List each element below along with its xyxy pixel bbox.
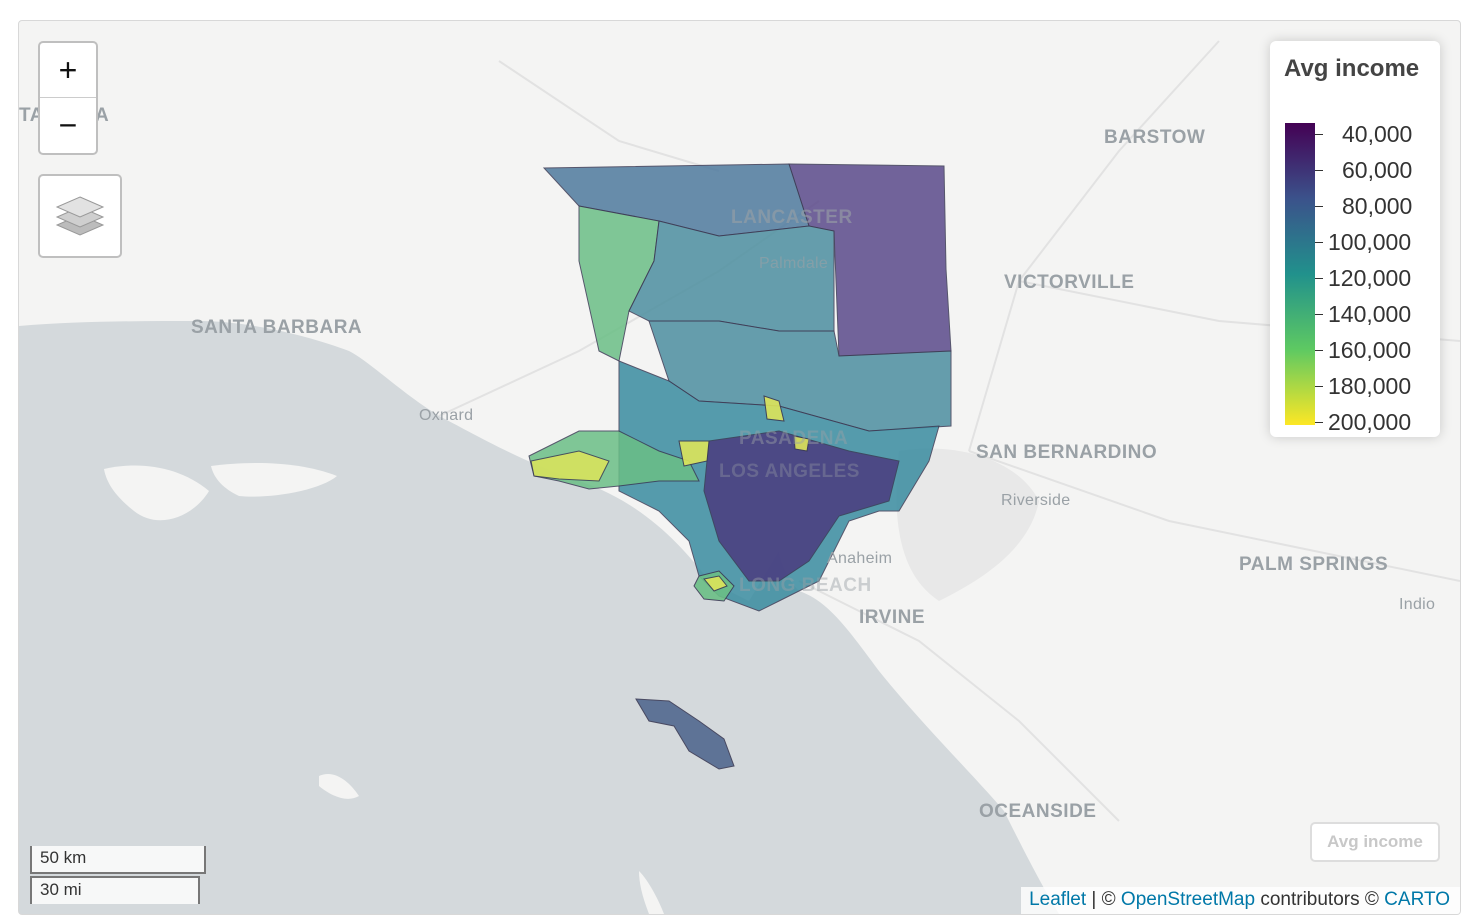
legend-tick bbox=[1315, 278, 1323, 279]
island bbox=[104, 465, 209, 521]
polygon-core bbox=[703, 430, 900, 582]
polygon-central bbox=[628, 220, 835, 332]
place-label: SANTA BARBARA bbox=[191, 317, 363, 338]
place-label: LONG BEACH bbox=[739, 575, 872, 596]
zoom-out-button[interactable]: − bbox=[58, 106, 78, 143]
place-label: PASADENA bbox=[739, 428, 849, 449]
legend-label: 200,000 bbox=[1328, 409, 1412, 435]
place-label: Anaheim bbox=[827, 550, 893, 567]
carto-link[interactable]: CARTO bbox=[1384, 889, 1450, 910]
place-label: OCEANSIDE bbox=[979, 801, 1097, 822]
polygon-malibu-yellow bbox=[530, 450, 610, 482]
attribution-text: contributors © bbox=[1255, 889, 1385, 910]
polygon-yellow-3 bbox=[793, 435, 810, 452]
legend-label: 140,000 bbox=[1328, 301, 1412, 327]
place-label: LANCASTER bbox=[731, 207, 853, 228]
scale-mi: 30 mi bbox=[30, 876, 200, 904]
island bbox=[319, 773, 359, 799]
polygon-catalina bbox=[635, 698, 735, 770]
legend-tick bbox=[1315, 134, 1323, 135]
legend-tick bbox=[1315, 314, 1323, 315]
place-label: Riverside bbox=[1001, 492, 1071, 509]
place-label: Oxnard bbox=[419, 407, 474, 424]
legend-tick bbox=[1315, 350, 1323, 351]
legend-tick bbox=[1315, 386, 1323, 387]
layers-icon bbox=[55, 196, 105, 236]
polygon-yellow-1 bbox=[678, 440, 710, 467]
leaflet-link[interactable]: Leaflet bbox=[1029, 889, 1087, 910]
zoom-control: + − bbox=[38, 41, 98, 155]
place-label: Indio bbox=[1399, 596, 1436, 613]
zoom-in-button[interactable]: + bbox=[40, 43, 96, 98]
island bbox=[639, 871, 664, 914]
island bbox=[211, 463, 337, 497]
legend-tick bbox=[1315, 170, 1323, 171]
attribution-text: | © bbox=[1086, 889, 1121, 910]
osm-link[interactable]: OpenStreetMap bbox=[1120, 889, 1256, 910]
map-container[interactable]: SANTA BARBARA BARSTOW VICTORVILLE SAN BE… bbox=[18, 20, 1461, 915]
place-label: TA bbox=[19, 105, 44, 126]
legend-label: 120,000 bbox=[1328, 265, 1412, 291]
legend-label: 160,000 bbox=[1328, 337, 1412, 363]
polygon-pv-yellow bbox=[703, 575, 728, 592]
legend-label: 100,000 bbox=[1328, 229, 1412, 255]
legend-label: 80,000 bbox=[1342, 193, 1413, 219]
layers-control-button[interactable] bbox=[38, 174, 122, 258]
polygon-yellow-2 bbox=[763, 395, 785, 422]
legend-color-bar bbox=[1285, 123, 1315, 425]
urban-area bbox=[896, 448, 1039, 601]
place-label: VICTORVILLE bbox=[1004, 272, 1135, 293]
legend-title: Avg income bbox=[1284, 55, 1420, 82]
place-label: LOS ANGELES bbox=[719, 461, 860, 482]
legend-toggle-button[interactable]: Avg income bbox=[1310, 822, 1440, 862]
attribution: Leaflet | © OpenStreetMap contributors ©… bbox=[1021, 887, 1460, 914]
place-label: SAN BERNARDINO bbox=[976, 442, 1158, 463]
place-label: A bbox=[95, 105, 110, 126]
legend-label: 180,000 bbox=[1328, 373, 1412, 399]
legend-label: 60,000 bbox=[1342, 157, 1413, 183]
place-label: IRVINE bbox=[859, 607, 926, 628]
place-label: Palmdale bbox=[759, 255, 829, 272]
scale-km: 50 km bbox=[30, 846, 206, 874]
basemap[interactable] bbox=[19, 21, 1460, 914]
place-label: PALM SPRINGS bbox=[1239, 554, 1389, 575]
legend-tick bbox=[1315, 422, 1323, 423]
legend-tick bbox=[1315, 242, 1323, 243]
county-polygons bbox=[528, 163, 952, 770]
legend-label: 40,000 bbox=[1342, 121, 1413, 147]
legend-tick bbox=[1315, 206, 1323, 207]
place-label: BARSTOW bbox=[1104, 127, 1206, 148]
income-legend: Avg income 40,000 60,000 80,000 100,000 … bbox=[1270, 41, 1440, 437]
